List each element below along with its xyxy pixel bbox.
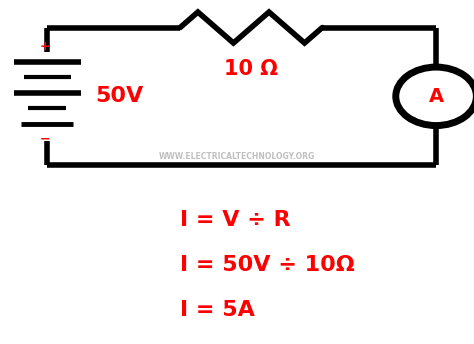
Text: I = 5A: I = 5A [180,300,255,320]
Text: 10 Ω: 10 Ω [224,59,278,79]
Text: A: A [428,87,444,106]
Text: −: − [40,132,50,146]
Text: WWW.ELECTRICALTECHNOLOGY.ORG: WWW.ELECTRICALTECHNOLOGY.ORG [159,152,315,161]
Text: +: + [40,40,50,53]
Text: I = 50V ÷ 10Ω: I = 50V ÷ 10Ω [180,255,355,275]
Text: I = V ÷ R: I = V ÷ R [180,210,291,230]
Text: 50V: 50V [95,86,143,106]
